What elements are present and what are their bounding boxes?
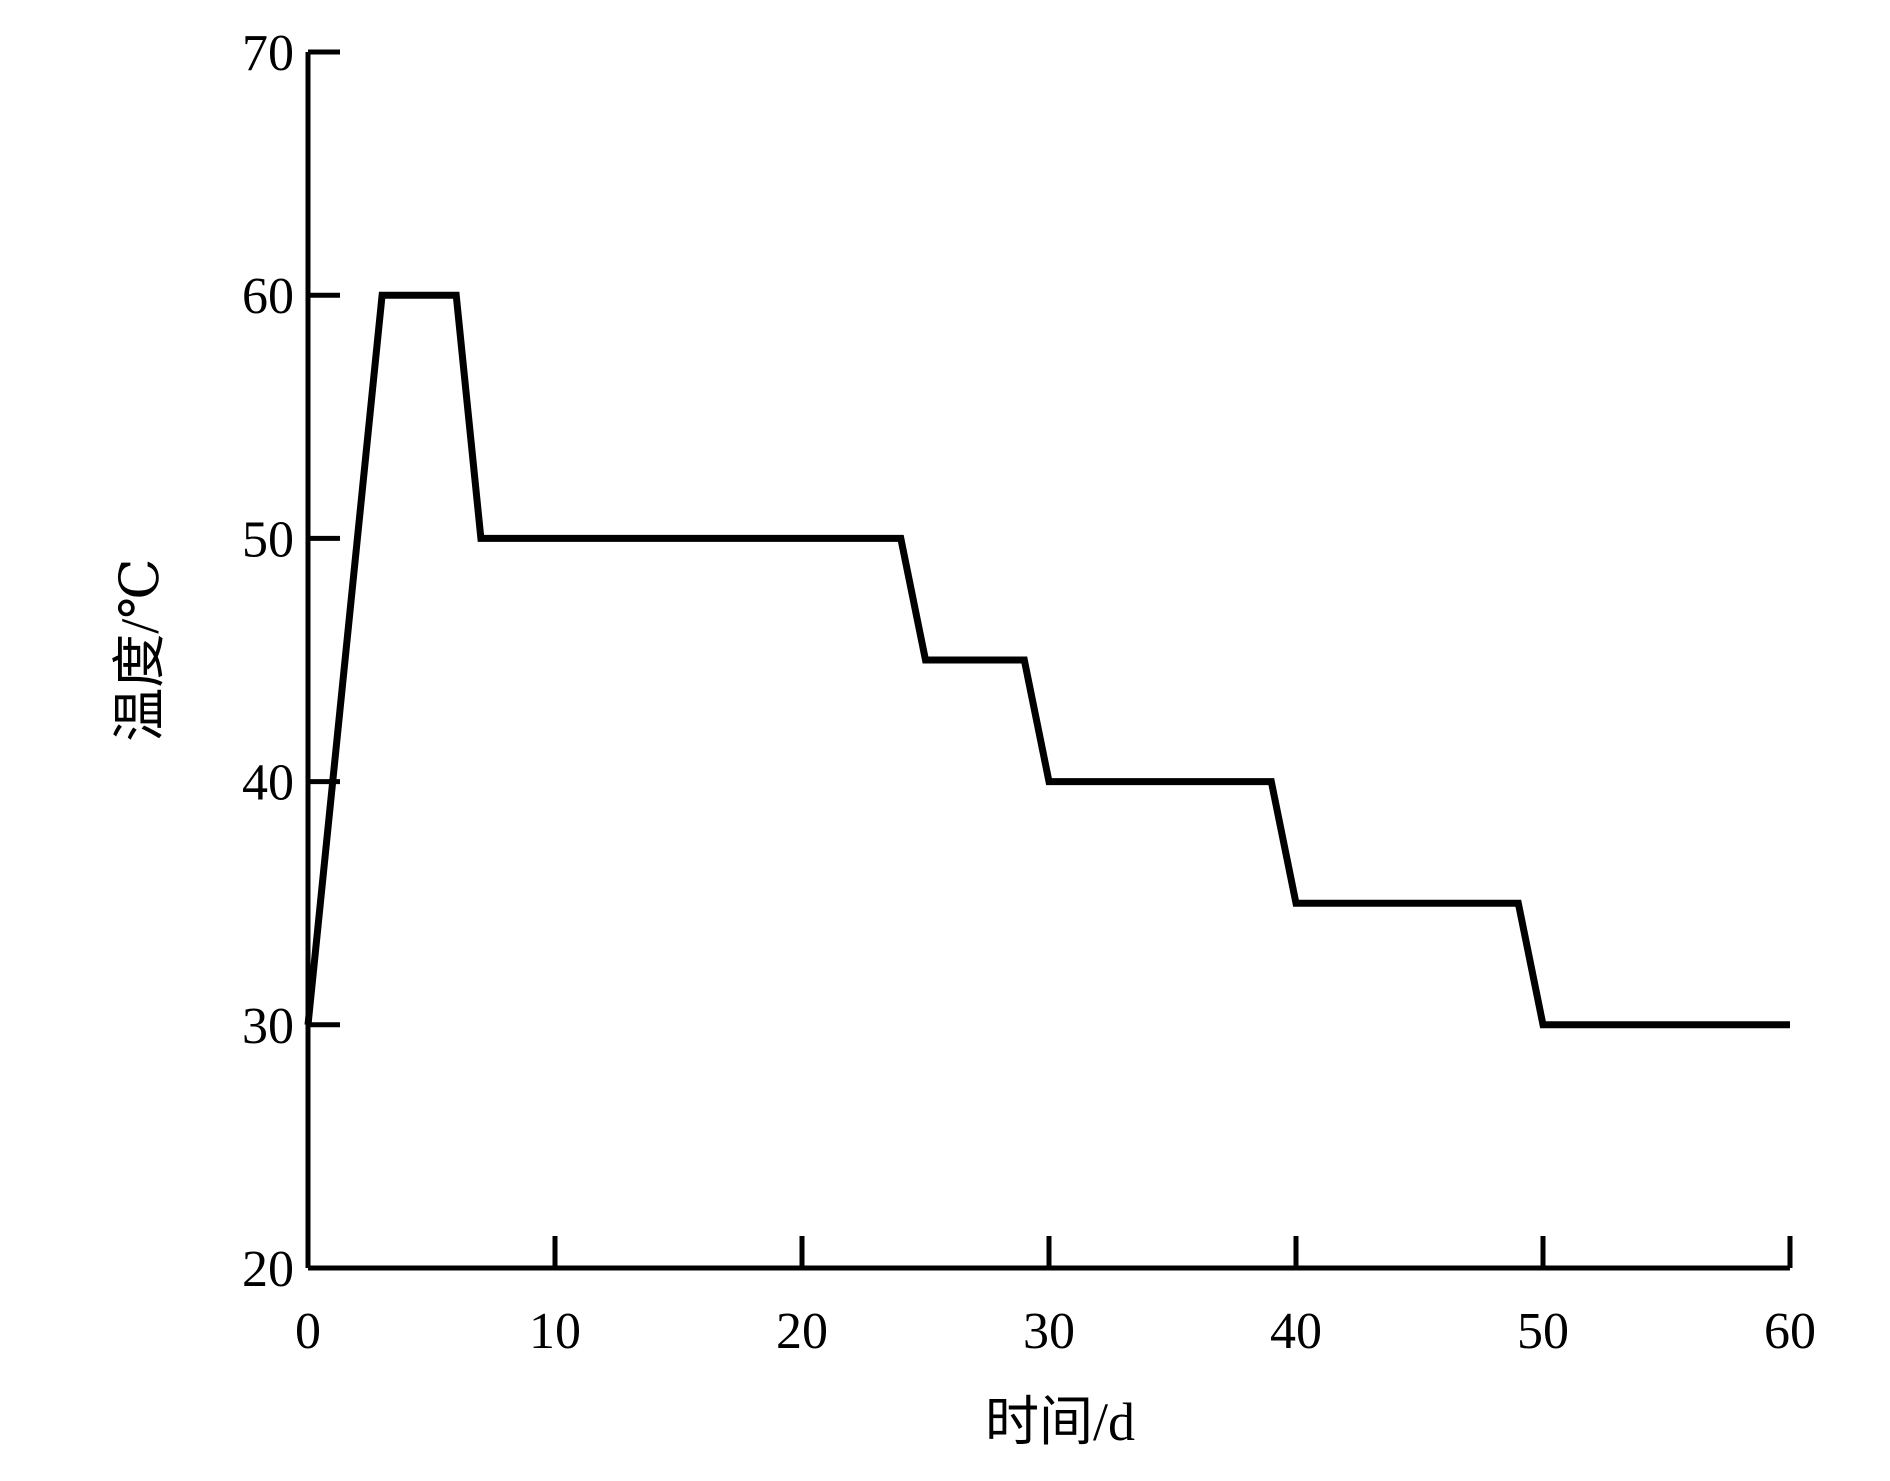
series-layer [304,291,1790,1029]
x-tick-label: 60 [1764,1303,1816,1360]
x-tick-label: 50 [1517,1303,1569,1360]
x-tick-label: 20 [776,1303,828,1360]
tick-labels: 20 30 40 50 60 70 0 10 20 30 40 50 60 [242,25,1816,1360]
y-tick-label: 50 [242,511,294,568]
y-axis-title: 温度/℃ [110,558,170,741]
y-tick-label: 40 [242,755,294,812]
x-tick-label: 30 [1023,1303,1075,1360]
y-tick-label: 30 [242,998,294,1055]
y-tick-label: 20 [242,1241,294,1298]
x-tick-label: 10 [529,1303,581,1360]
x-tick-label: 40 [1270,1303,1322,1360]
series-line [304,291,1790,1029]
x-tick-label: 0 [295,1303,321,1360]
y-tick-label: 60 [242,268,294,325]
x-axis-title: 时间/d [985,1392,1135,1452]
y-tick-label: 70 [242,25,294,82]
axes [305,52,1790,1271]
tick-marks [305,49,1793,1271]
